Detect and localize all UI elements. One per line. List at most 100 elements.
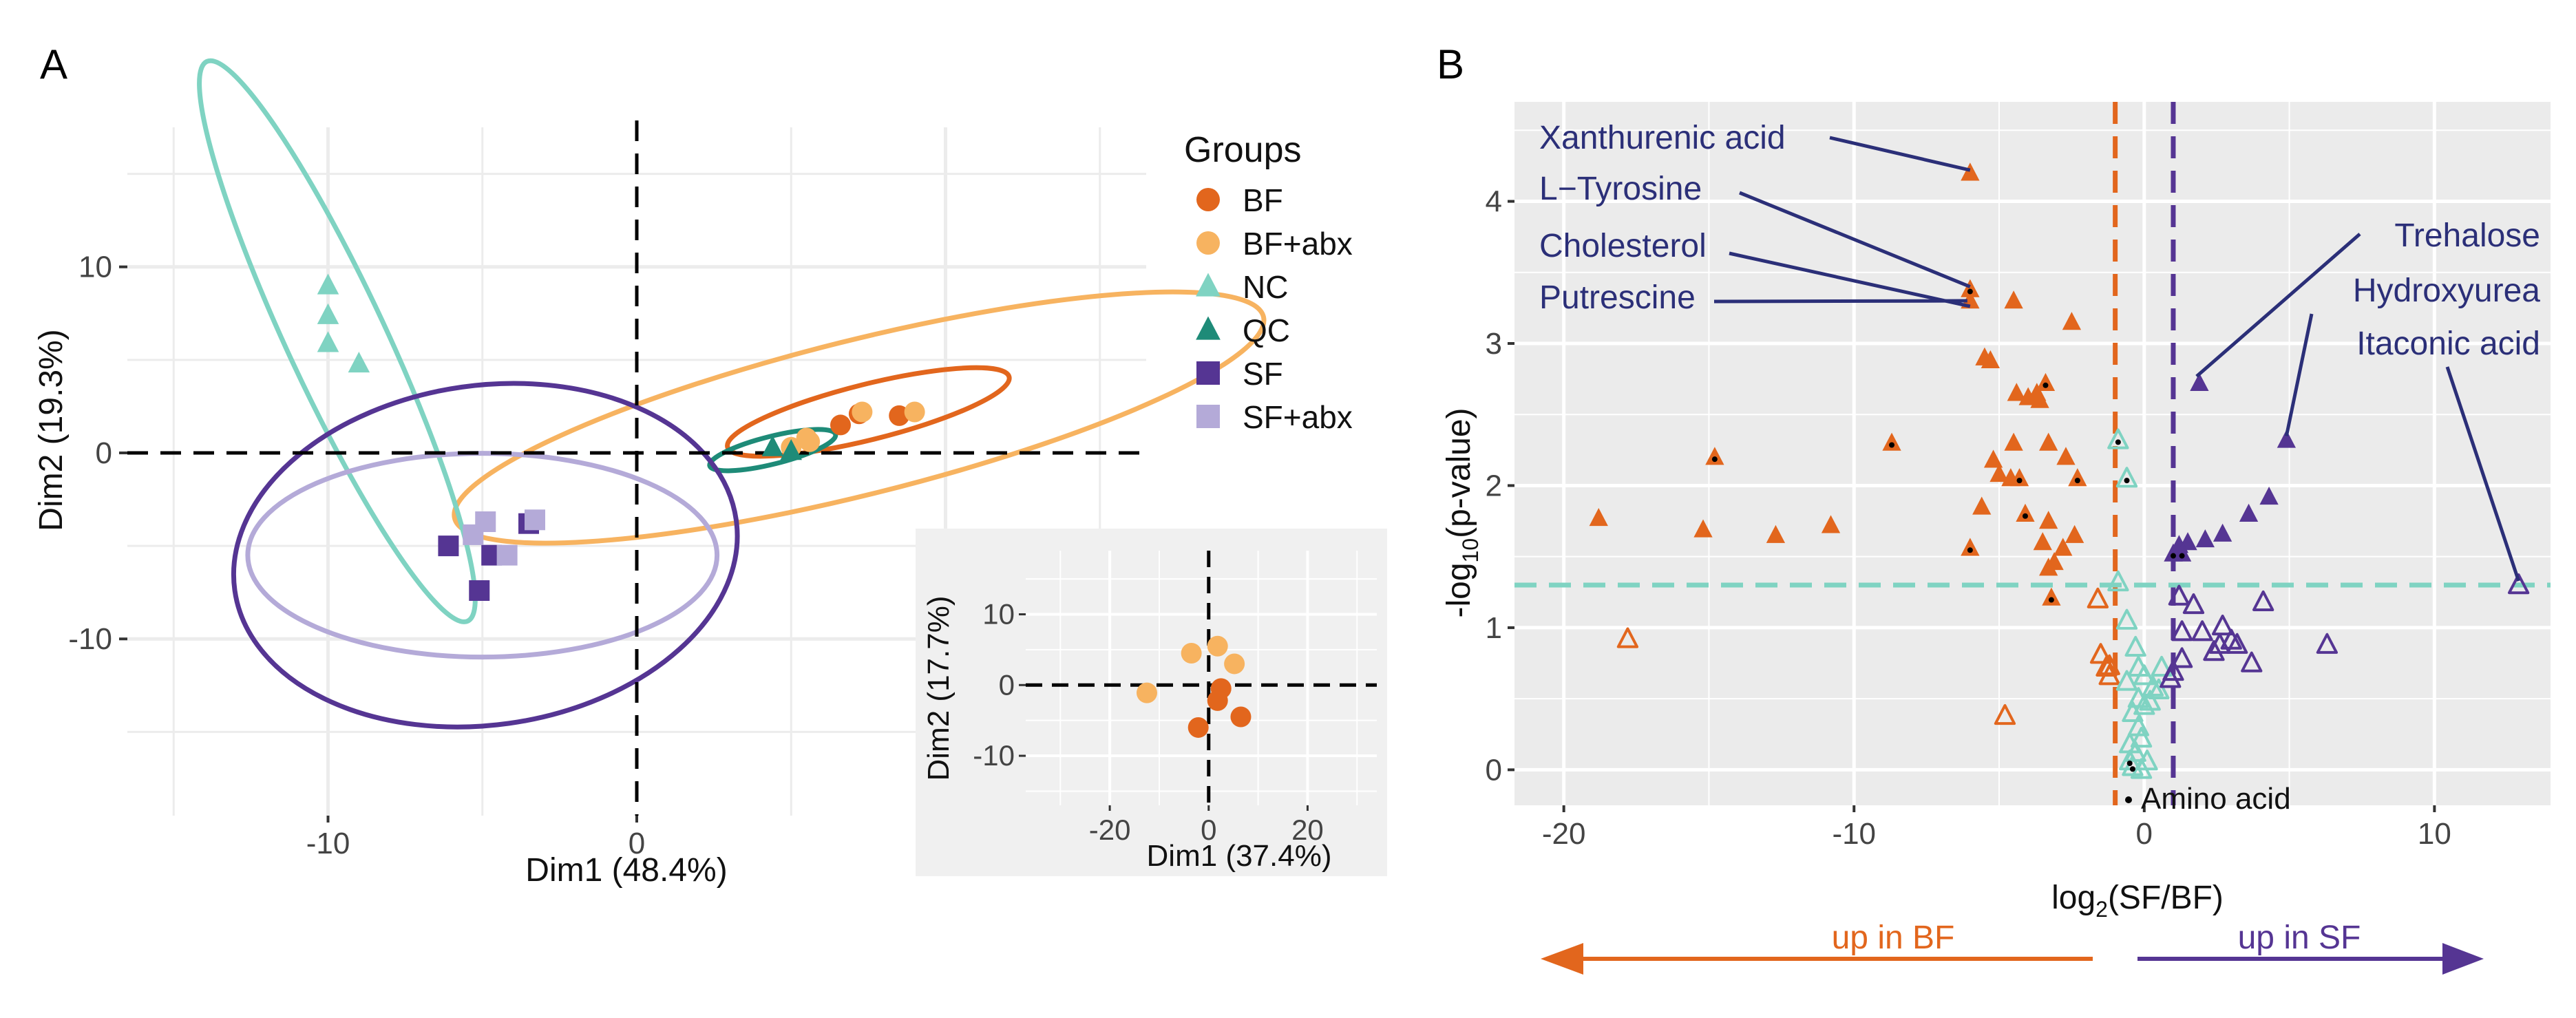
inset-point-bf-abx xyxy=(1181,643,1202,664)
point-qc xyxy=(780,439,802,460)
volcano-point xyxy=(1616,627,1639,648)
annotation-label-l-tyrosine: L−Tyrosine xyxy=(1539,171,1702,207)
point-bf-abx xyxy=(852,401,873,423)
volcano-point xyxy=(2171,620,2193,641)
inset-ytick-label: 10 xyxy=(982,598,1015,630)
volcano-xtick-label: 0 xyxy=(2136,817,2153,851)
amino-acid-dot xyxy=(2048,597,2054,603)
amino-acid-legend-dot xyxy=(2125,796,2132,803)
volcano-point xyxy=(2054,538,2073,556)
legend-key-sf xyxy=(1196,361,1220,385)
volcano-point xyxy=(2042,587,2061,606)
amino-acid-dot xyxy=(2115,439,2121,445)
point-sf-abx xyxy=(525,509,545,531)
legend-key-bf xyxy=(1196,188,1220,211)
inset-xtick-label: 20 xyxy=(1291,814,1324,846)
volcano-point xyxy=(2277,430,2297,448)
volcano-point xyxy=(1989,463,2009,483)
volcano-point xyxy=(1882,432,1901,451)
arrow-bf-label: up in BF xyxy=(1832,920,1955,956)
pca-ytick-label: -10 xyxy=(68,622,112,656)
arrow-bf-head xyxy=(1541,943,1583,975)
point-nc xyxy=(348,351,370,373)
inset-ytick-label: 0 xyxy=(999,668,1015,701)
volcano-ytick-label: 4 xyxy=(1486,185,1502,219)
point-bf-abx xyxy=(799,431,821,452)
volcano-point xyxy=(2316,633,2339,654)
volcano-point xyxy=(2016,503,2035,522)
amino-acid-dot xyxy=(2074,478,2080,484)
inset-point-bf-abx xyxy=(1224,653,1245,675)
point-sf xyxy=(438,535,459,557)
legend-label-nc: NC xyxy=(1243,269,1288,305)
amino-acid-dot xyxy=(2129,766,2135,772)
volcano-point xyxy=(1589,507,1608,527)
volcano-point xyxy=(2039,432,2058,451)
volcano-point xyxy=(2115,467,2138,488)
arrow-sf-label: up in SF xyxy=(2238,920,2361,956)
volcano-point xyxy=(1961,162,1980,181)
inset-xtick-label: 0 xyxy=(1201,814,1216,846)
inset-point-bf xyxy=(1207,690,1228,711)
volcano-point xyxy=(2139,690,2161,711)
volcano-point xyxy=(2004,290,2023,309)
point-bf-abx xyxy=(904,401,925,423)
volcano-point xyxy=(2130,727,2153,748)
annotation-label-xanthurenic-acid: Xanthurenic acid xyxy=(1539,120,1786,156)
volcano-point xyxy=(2160,667,2182,688)
volcano-point xyxy=(1821,515,1841,533)
volcano-point xyxy=(2241,651,2263,672)
pca-xtick-label: -10 xyxy=(306,827,350,860)
volcano-point xyxy=(2239,503,2259,522)
amino-acid-dot xyxy=(2042,382,2049,388)
amino-acid-dot xyxy=(2022,513,2028,519)
volcano-point xyxy=(2195,529,2215,548)
inset-ylabel: Dim2 (17.7%) xyxy=(922,596,956,781)
pca-main-plot: -10 0 10 0 -10 Dim1 (48.4%) Dim2 (19.3%) xyxy=(33,58,1267,889)
amino-acid-legend: Amino acid xyxy=(2141,782,2291,816)
volcano-point xyxy=(2115,670,2138,691)
annotation-label-putrescine: Putrescine xyxy=(1539,279,1696,316)
pca-main-xlabel: Dim1 (48.4%) xyxy=(525,852,727,889)
legend-title: Groups xyxy=(1184,130,1302,170)
legend-label-bf-abx: BF+abx xyxy=(1243,226,1353,262)
volcano-point xyxy=(2124,635,2146,657)
volcano-xtick-label: -10 xyxy=(1832,817,1876,851)
point-sf xyxy=(469,580,490,601)
point-qc xyxy=(761,435,784,456)
volcano-point xyxy=(2107,570,2129,592)
volcano-point xyxy=(1693,519,1713,538)
volcano-ytick-label: 1 xyxy=(1486,611,1502,645)
volcano-point xyxy=(2213,523,2232,542)
volcano-point xyxy=(2190,372,2209,392)
volcano-point xyxy=(2030,390,2049,408)
inset-xtick-label: -20 xyxy=(1089,814,1131,846)
legend-label-sf-abx: SF+abx xyxy=(1243,399,1353,435)
volcano-point xyxy=(1972,496,1992,515)
volcano-point xyxy=(2133,694,2155,715)
panel-label-b: B xyxy=(1437,41,1464,87)
panel-label-a: A xyxy=(40,41,67,87)
inset-point-bf xyxy=(1230,706,1252,728)
inset-point-bf xyxy=(1187,717,1209,738)
inset-ytick-label: -10 xyxy=(973,739,1015,772)
amino-acid-dot xyxy=(2126,760,2133,766)
volcano-point xyxy=(1961,279,1980,297)
pca-ytick-label: 0 xyxy=(96,436,112,470)
volcano-point xyxy=(2065,524,2084,543)
annotation-label-itaconic-acid: Itaconic acid xyxy=(2356,326,2540,362)
volcano-point xyxy=(2168,584,2190,606)
legend-label-sf: SF xyxy=(1243,356,1283,392)
volcano-point xyxy=(2007,383,2026,401)
volcano-point xyxy=(2133,664,2155,686)
volcano-point xyxy=(2130,758,2153,779)
amino-acid-dot xyxy=(2016,478,2023,484)
volcano-point xyxy=(2004,432,2023,451)
amino-acid-dot xyxy=(2124,478,2130,484)
inset-point-bf-abx xyxy=(1136,682,1157,703)
ellipse-bf xyxy=(725,365,1012,459)
volcano-point xyxy=(2068,468,2087,487)
point-bf xyxy=(830,414,851,436)
ellipse-nc xyxy=(197,58,478,624)
annotation-label-hydroxyurea: Hydroxyurea xyxy=(2353,273,2540,309)
